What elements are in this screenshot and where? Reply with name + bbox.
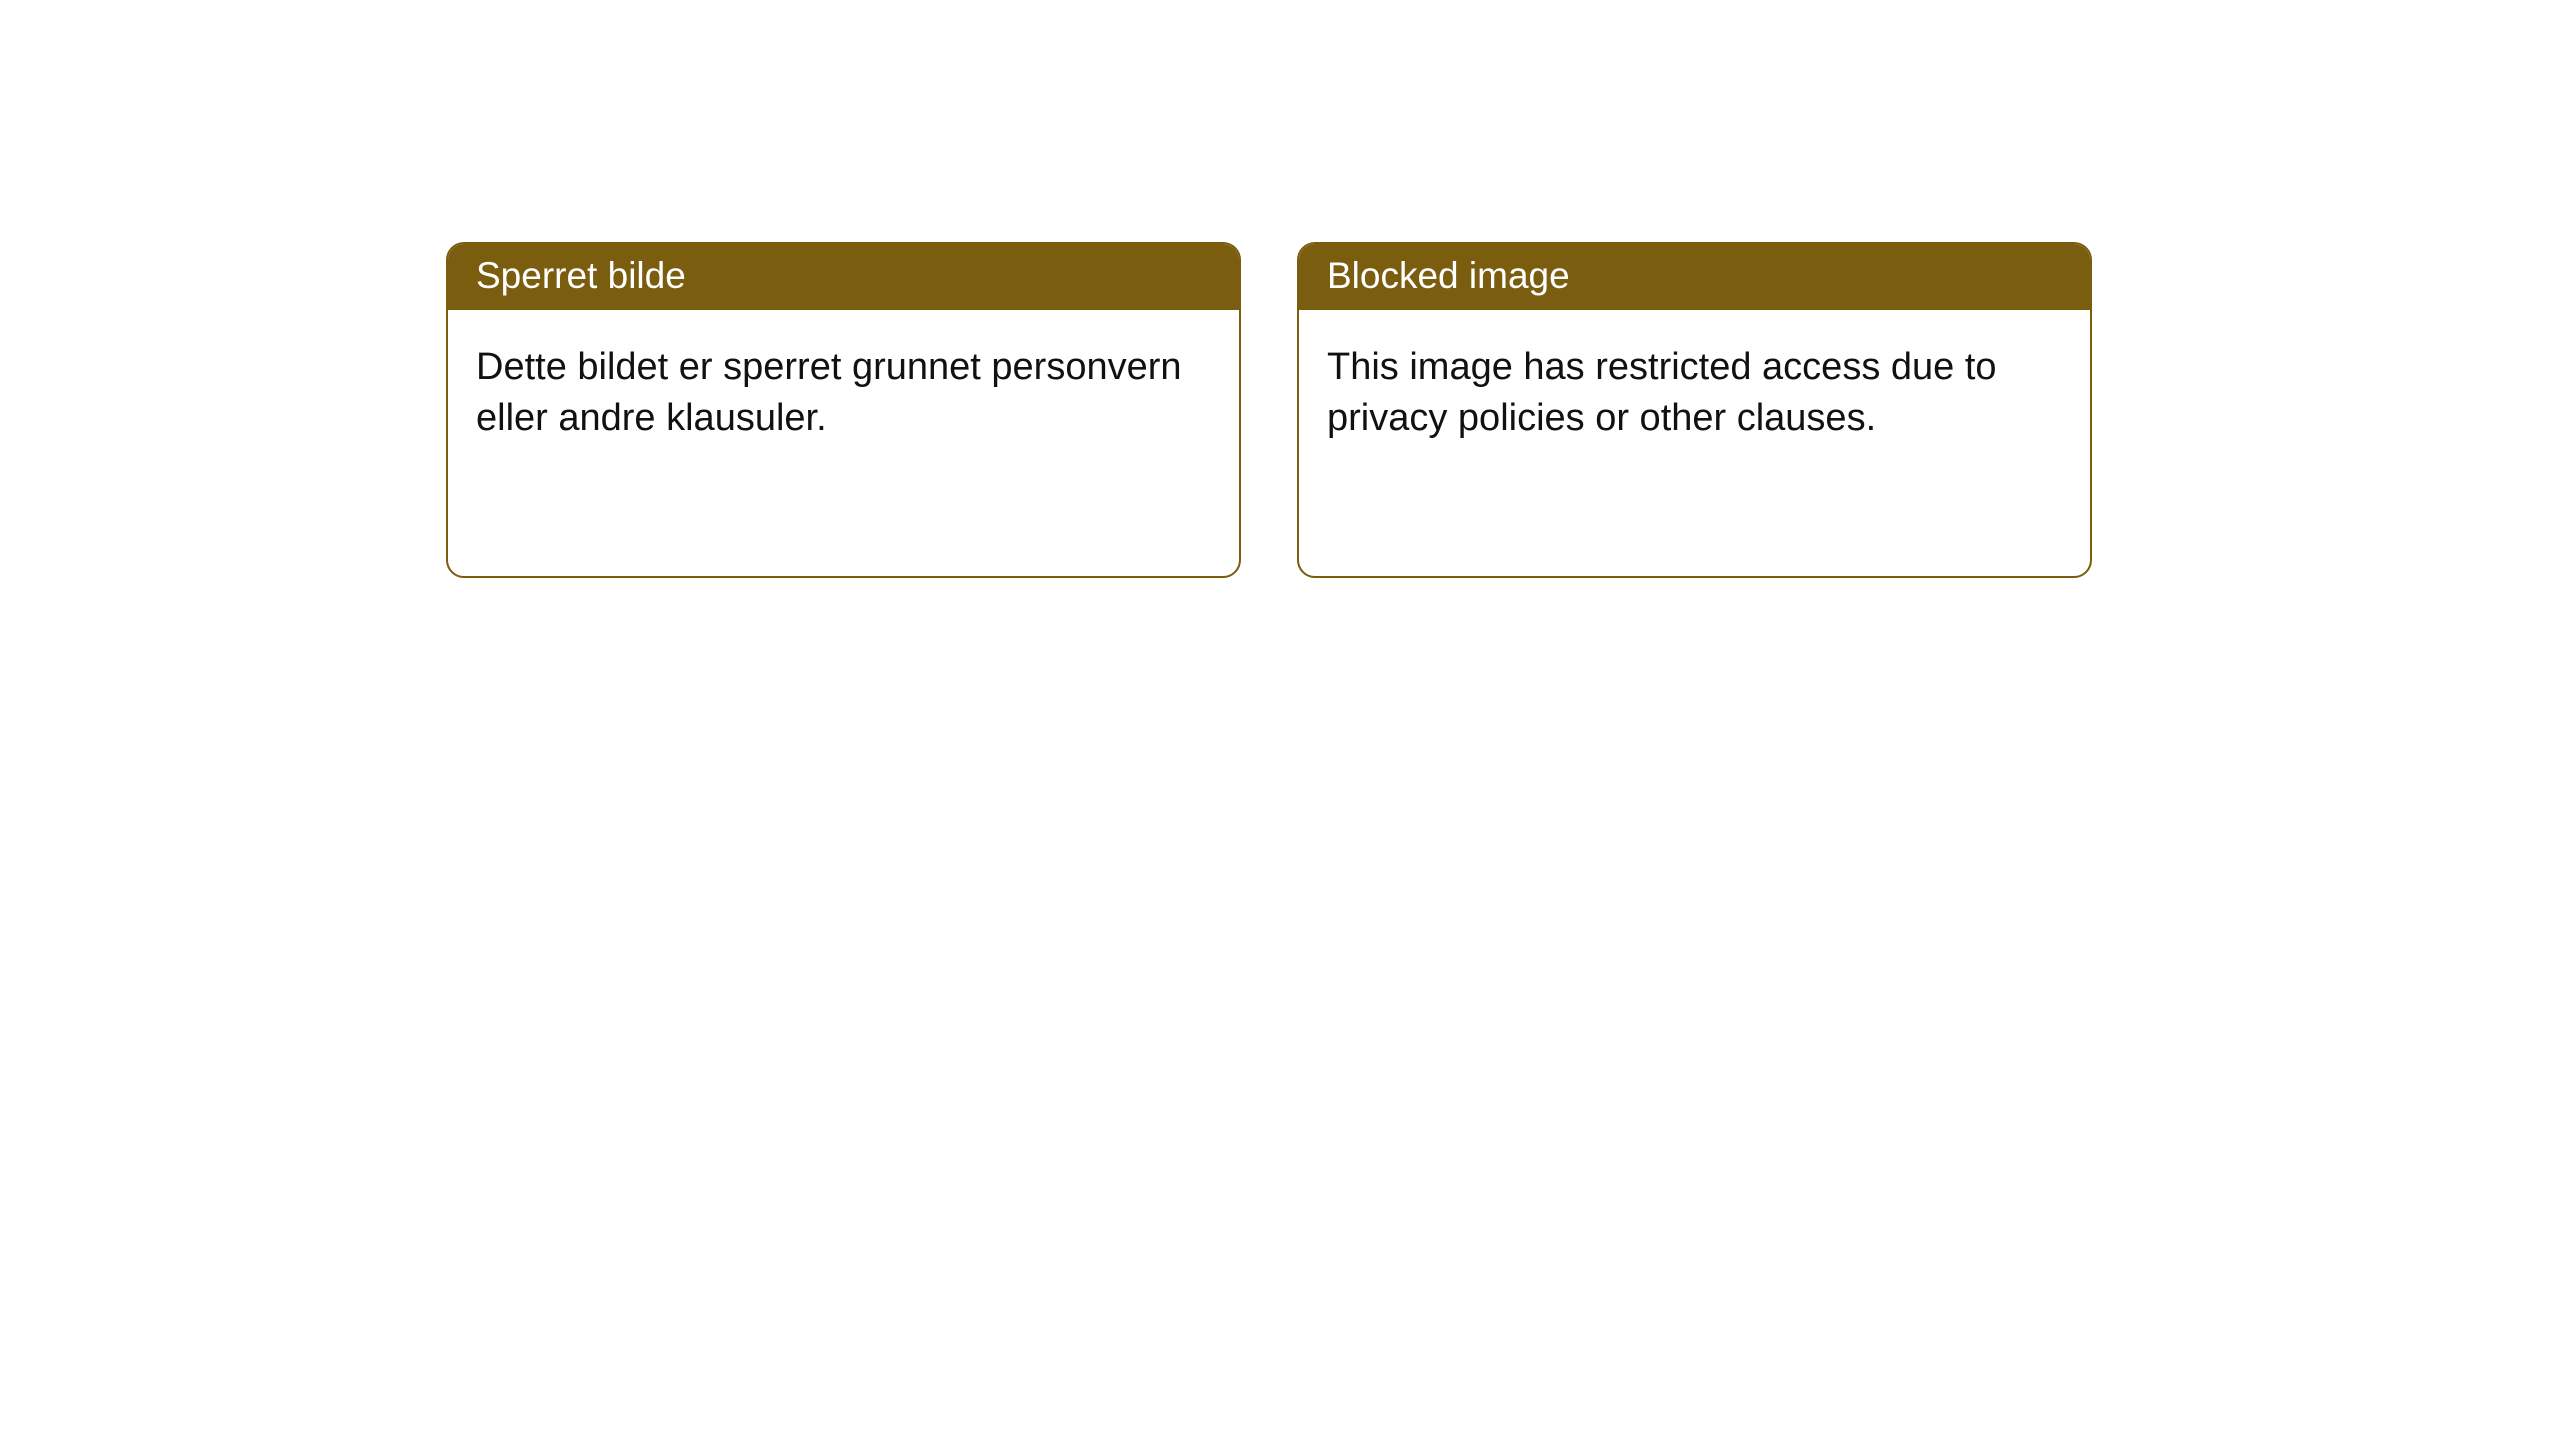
- notice-header-english: Blocked image: [1299, 244, 2090, 310]
- notice-header-norwegian: Sperret bilde: [448, 244, 1239, 310]
- notice-body-english: This image has restricted access due to …: [1299, 310, 2090, 477]
- notice-body-norwegian: Dette bildet er sperret grunnet personve…: [448, 310, 1239, 477]
- notice-box-norwegian: Sperret bilde Dette bildet er sperret gr…: [446, 242, 1241, 578]
- notice-container: Sperret bilde Dette bildet er sperret gr…: [446, 242, 2092, 578]
- notice-box-english: Blocked image This image has restricted …: [1297, 242, 2092, 578]
